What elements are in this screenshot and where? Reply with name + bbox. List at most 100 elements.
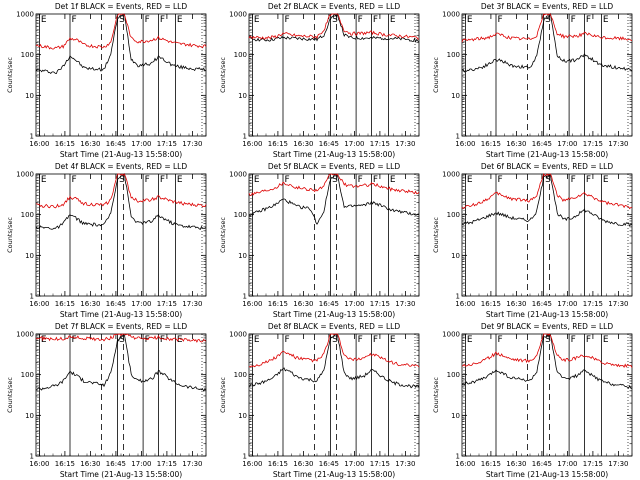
y-tick-label: 100 [234,51,247,59]
series-line-black [35,13,207,75]
x-tick-label: 16:30 [293,140,313,148]
x-tick-label: 17:15 [157,300,177,308]
y-tick-label: 1000 [16,11,34,19]
marker-label: E [390,175,396,185]
chart-panel-6: Det 6f BLACK = Events, RED = LLD Start Ti… [432,162,633,319]
y-tick-label: 1 [456,453,460,461]
x-axis-label: Start Time (21-Aug-13 15:58:00) [60,310,182,319]
x-tick-label: 17:15 [583,140,603,148]
x-axis-label: Start Time (21-Aug-13 15:58:00) [60,150,182,159]
x-tick-label: 16:15 [268,140,288,148]
x-tick-label: 16:15 [55,300,75,308]
series-line-black [248,333,420,389]
x-tick-label: 16:30 [506,300,526,308]
x-axis-label: Start Time (21-Aug-13 15:58:00) [486,150,608,159]
x-tick-label: 17:30 [608,140,628,148]
chart-panel-2: Det 2f BLACK = Events, RED = LLD Start Ti… [219,2,420,159]
marker-label: S [545,175,551,185]
plot-frame [461,13,633,137]
marker-label: F [145,335,150,345]
x-tick-label: 17:15 [370,460,390,468]
marker-label: E [254,335,260,345]
x-tick-label: 17:00 [131,300,151,308]
chart-panel-4: Det 4f BLACK = Events, RED = LLD Start Ti… [6,162,207,319]
marker-label: F [498,175,503,185]
y-tick-label: 100 [21,211,34,219]
chart-panel-7: Det 7f BLACK = Events, RED = LLD Start Ti… [6,322,207,479]
x-tick-label: 16:00 [242,460,262,468]
chart-title: Det 9f BLACK = Events, RED = LLD [481,322,614,331]
marker-label: F [160,15,165,25]
x-tick-label: 17:15 [370,140,390,148]
marker-label: E [41,335,47,345]
marker-label: E [177,175,183,185]
x-tick-label: 17:30 [182,300,202,308]
x-tick-label: 16:30 [293,300,313,308]
x-axis-label: Start Time (21-Aug-13 15:58:00) [486,470,608,479]
y-tick-label: 10 [25,92,34,100]
series-line-red [248,13,420,40]
x-tick-label: 16:00 [455,300,475,308]
series-line-red [35,13,207,50]
y-axis-label: Counts/sec [6,377,14,413]
x-tick-label: 17:00 [557,300,577,308]
plot-frame [35,333,207,457]
marker-label: E [467,15,473,25]
chart-title: Det 8f BLACK = Events, RED = LLD [268,322,401,331]
x-axis-label: Start Time (21-Aug-13 15:58:00) [60,470,182,479]
x-tick-label: 17:00 [557,140,577,148]
series-line-black [461,12,633,73]
y-tick-label: 1 [243,453,247,461]
marker-label: E [41,15,47,25]
y-tick-label: 1000 [442,171,460,179]
x-tick-label: 16:30 [506,460,526,468]
marker-label: F [498,335,503,345]
marker-label: F [145,15,150,25]
y-tick-label: 1 [243,133,247,141]
x-tick-label: 16:15 [481,140,501,148]
y-tick-label: 100 [234,211,247,219]
y-tick-label: 100 [447,51,460,59]
chart-title: Det 5f BLACK = Events, RED = LLD [268,162,401,171]
marker-label: F [285,335,290,345]
x-tick-label: 16:45 [106,140,126,148]
x-tick-label: 17:30 [182,140,202,148]
x-tick-label: 16:30 [506,140,526,148]
y-tick-label: 1 [30,293,34,301]
x-tick-label: 16:45 [319,140,339,148]
plot-frame [461,333,633,457]
y-axis-label: Counts/sec [219,217,227,253]
plot-frame [35,13,207,137]
x-tick-label: 16:00 [455,460,475,468]
y-tick-label: 100 [447,211,460,219]
y-axis-label: Counts/sec [432,377,440,413]
chart-title: Det 4f BLACK = Events, RED = LLD [55,162,188,171]
x-tick-label: 16:00 [29,460,49,468]
chart-panel-9: Det 9f BLACK = Events, RED = LLD Start Ti… [432,322,633,479]
series-line-black [35,334,207,392]
x-tick-label: 17:00 [131,460,151,468]
chart-panel-5: Det 5f BLACK = Events, RED = LLD Start Ti… [219,162,420,319]
marker-label: F [358,335,363,345]
y-tick-label: 10 [25,412,34,420]
chart-panel-8: Det 8f BLACK = Events, RED = LLD Start Ti… [219,322,420,479]
y-tick-label: 10 [451,252,460,260]
y-tick-label: 1000 [442,331,460,339]
y-tick-label: 1000 [16,331,34,339]
plot-frame [461,173,633,297]
marker-label: E [467,175,473,185]
marker-label: F [160,175,165,185]
y-tick-label: 100 [21,371,34,379]
y-tick-label: 1 [30,453,34,461]
y-tick-label: 1 [456,293,460,301]
x-tick-label: 16:15 [481,460,501,468]
marker-label: F [358,15,363,25]
marker-label: F [586,175,591,185]
marker-label: F [145,175,150,185]
chart-panel-3: Det 3f BLACK = Events, RED = LLD Start Ti… [432,2,633,159]
x-tick-label: 17:15 [370,300,390,308]
y-tick-label: 100 [234,371,247,379]
marker-label: E [177,15,183,25]
marker-label: S [545,335,551,345]
